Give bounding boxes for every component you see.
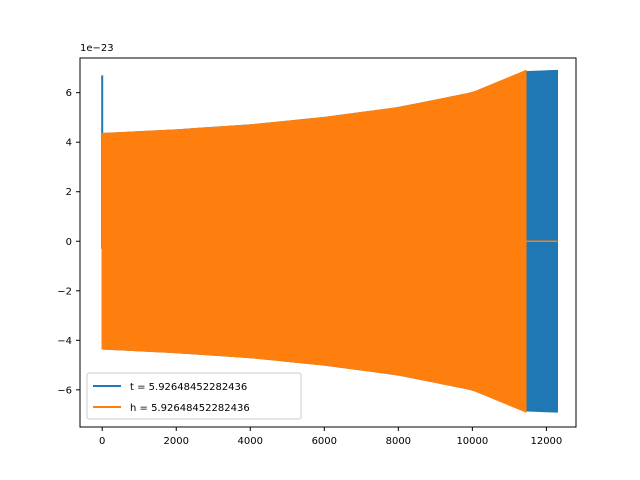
y-tick-label: 0 bbox=[66, 237, 72, 248]
legend-label-h: h = 5.92648452282436 bbox=[130, 403, 250, 414]
axes-frame bbox=[79, 57, 577, 428]
x-tick-label: 4000 bbox=[238, 436, 263, 447]
series-band-1 bbox=[101, 69, 527, 413]
y-offset-label: 1e−23 bbox=[80, 43, 114, 54]
y-tick-label: −6 bbox=[57, 385, 72, 396]
legend-label-t: t = 5.92648452282436 bbox=[130, 382, 247, 393]
y-tick-label: 4 bbox=[66, 138, 72, 149]
x-tick-label: 2000 bbox=[164, 436, 189, 447]
legend-box bbox=[86, 372, 302, 420]
x-tick-label: 10000 bbox=[456, 436, 488, 447]
x-tick-label: 0 bbox=[99, 436, 105, 447]
y-tick-label: 2 bbox=[66, 187, 72, 198]
y-tick-label: −4 bbox=[57, 336, 72, 347]
plot-area bbox=[101, 69, 558, 413]
x-tick-label: 8000 bbox=[386, 436, 411, 447]
legend: t = 5.92648452282436 h = 5.9264845228243… bbox=[86, 372, 302, 420]
y-tick-label: 6 bbox=[66, 88, 72, 99]
x-tick-label: 6000 bbox=[312, 436, 337, 447]
y-tick-label: −2 bbox=[57, 286, 72, 297]
x-tick-label: 12000 bbox=[530, 436, 562, 447]
axes-ticks: 0 2000 4000 6000 8000 10000 12000 −6 −4 −2 0 2 4 6 bbox=[57, 88, 562, 447]
